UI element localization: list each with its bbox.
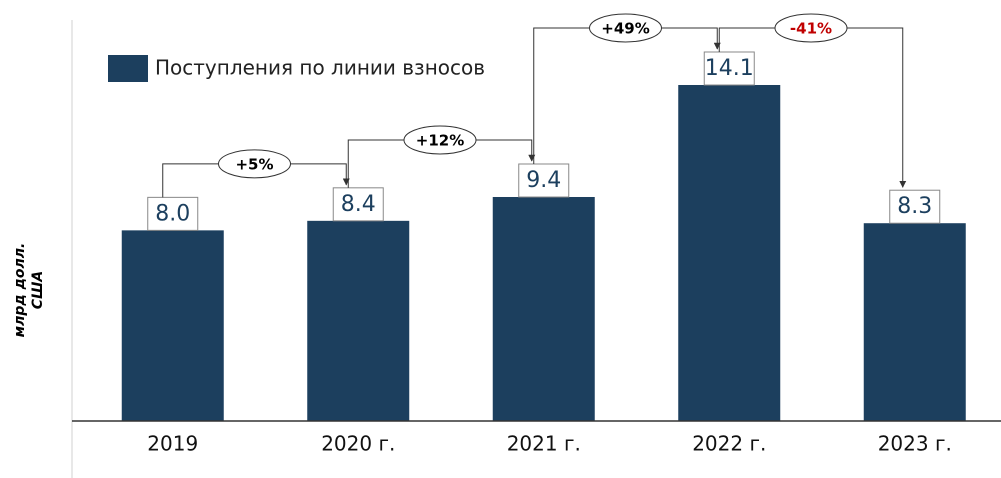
value-label: 8.4 bbox=[341, 192, 376, 217]
bar bbox=[492, 196, 595, 421]
value-label-box bbox=[703, 51, 755, 86]
x-tick-label: 2021 г. bbox=[507, 432, 581, 456]
legend-swatch bbox=[108, 55, 148, 82]
value-label-box bbox=[889, 189, 941, 224]
change-label: +12% bbox=[416, 131, 464, 149]
legend-label: Поступления по линии взносов bbox=[155, 56, 485, 80]
x-tick-label: 2023 г. bbox=[878, 432, 952, 456]
change-bubble bbox=[403, 125, 477, 155]
value-label-box bbox=[332, 187, 384, 222]
value-label-box bbox=[518, 163, 570, 198]
value-label-box bbox=[147, 196, 199, 231]
value-label: 8.0 bbox=[155, 201, 190, 226]
value-label: 14.1 bbox=[705, 56, 754, 81]
x-tick-label: 2020 г. bbox=[321, 432, 395, 456]
bar bbox=[307, 220, 410, 421]
y-axis-label: США bbox=[30, 271, 46, 309]
x-tick-label: 2019 bbox=[147, 432, 198, 456]
change-bubble bbox=[774, 13, 848, 43]
x-tick-label: 2022 г. bbox=[692, 432, 766, 456]
change-bubble bbox=[218, 149, 291, 179]
bar bbox=[678, 84, 781, 421]
value-label: 9.4 bbox=[526, 168, 561, 193]
bar bbox=[121, 230, 224, 421]
change-bubble bbox=[589, 13, 662, 43]
bar bbox=[863, 223, 966, 421]
change-label: +5% bbox=[235, 155, 273, 173]
value-label: 8.3 bbox=[897, 194, 932, 219]
y-axis-label: млрд долл. bbox=[12, 243, 28, 338]
change-label: -41% bbox=[790, 19, 832, 37]
change-label: +49% bbox=[601, 19, 649, 37]
